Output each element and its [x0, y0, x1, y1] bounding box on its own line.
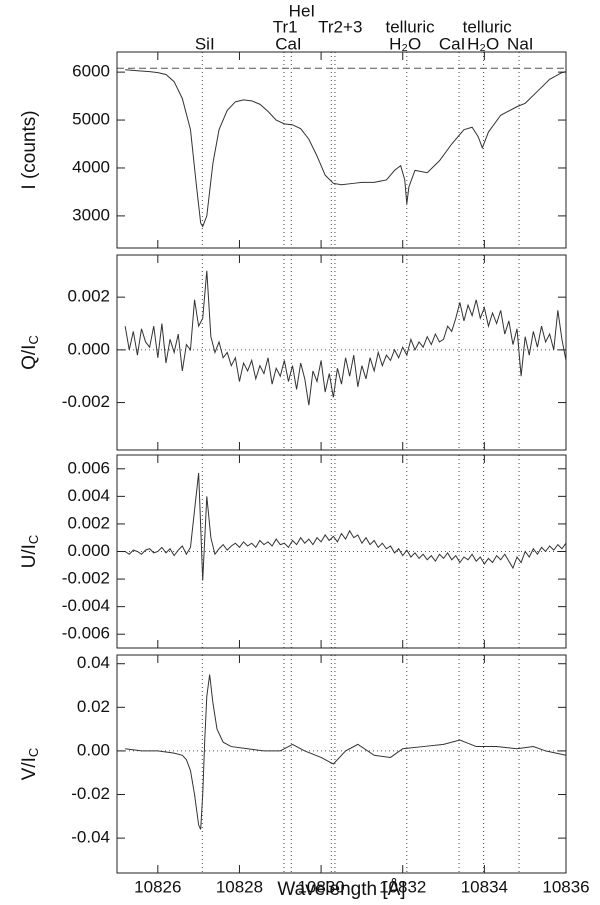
x-tick-label: 10832: [379, 877, 426, 896]
line-annotation: telluric: [463, 17, 513, 36]
line-annotation: H₂O: [389, 34, 421, 53]
x-tick-label: 10836: [542, 877, 589, 896]
x-tick-label: 10826: [134, 877, 181, 896]
plot-frame: [116, 254, 567, 451]
data-line: [125, 69, 567, 228]
y-tick-label: 0.02: [77, 697, 110, 716]
y-axis-label-sub: C: [26, 335, 41, 344]
y-tick-label: -0.006: [62, 624, 110, 643]
x-axis-label: Wavelength [Å]: [277, 879, 405, 900]
plot-frame: [116, 51, 567, 249]
line-annotation: CaI: [439, 34, 465, 53]
y-tick-label: 4000: [72, 157, 110, 176]
line-annotation: telluric: [386, 17, 436, 36]
y-tick-label: 0.00: [77, 740, 110, 759]
x-tick-label: 10828: [216, 877, 263, 896]
y-tick-label: -0.004: [62, 596, 110, 615]
y-axis-label-main: Q/I: [19, 345, 40, 370]
y-tick-label: 0.000: [67, 339, 110, 358]
y-axis-label-main: U/I: [19, 544, 40, 568]
plot-frame: [116, 654, 567, 874]
y-tick-label: 0.04: [77, 653, 110, 672]
y-tick-label: 0.004: [67, 486, 110, 505]
y-axis-label: Q/IC: [19, 335, 41, 370]
data-line: [124, 472, 567, 581]
line-annotation: H₂O: [467, 34, 499, 53]
x-tick-label: 10830: [297, 877, 344, 896]
line-annotation: SiI: [195, 34, 215, 53]
y-tick-label: 3000: [72, 205, 110, 224]
line-annotation: CaI: [275, 34, 301, 53]
y-tick-label: 5000: [72, 110, 110, 129]
y-tick-label: 0.002: [67, 287, 110, 306]
x-tick-label: 10834: [461, 877, 508, 896]
data-line: [125, 674, 567, 830]
line-annotation: Tr1: [273, 17, 298, 36]
y-tick-label: 0.002: [67, 513, 110, 532]
y-axis-label: V/IC: [19, 748, 41, 781]
y-axis-label-sub: C: [26, 748, 41, 757]
y-tick-label: -0.04: [71, 828, 110, 847]
y-axis-label-main: I (counts): [19, 110, 40, 189]
y-axis-label-sub: C: [26, 535, 41, 544]
y-axis-label: U/IC: [19, 535, 41, 569]
y-tick-label: 6000: [72, 62, 110, 81]
y-tick-label: 0.000: [67, 541, 110, 560]
y-axis-label-main: V/I: [19, 757, 40, 780]
y-tick-label: -0.002: [62, 569, 110, 588]
y-tick-label: -0.02: [71, 784, 110, 803]
y-tick-label: -0.002: [62, 392, 110, 411]
data-line: [124, 270, 567, 406]
line-annotation: HeI: [289, 1, 315, 20]
line-annotation: Tr2+3: [318, 17, 362, 36]
y-tick-label: 0.006: [67, 458, 110, 477]
line-annotation: NaI: [507, 34, 533, 53]
y-axis-label: I (counts): [19, 110, 40, 189]
